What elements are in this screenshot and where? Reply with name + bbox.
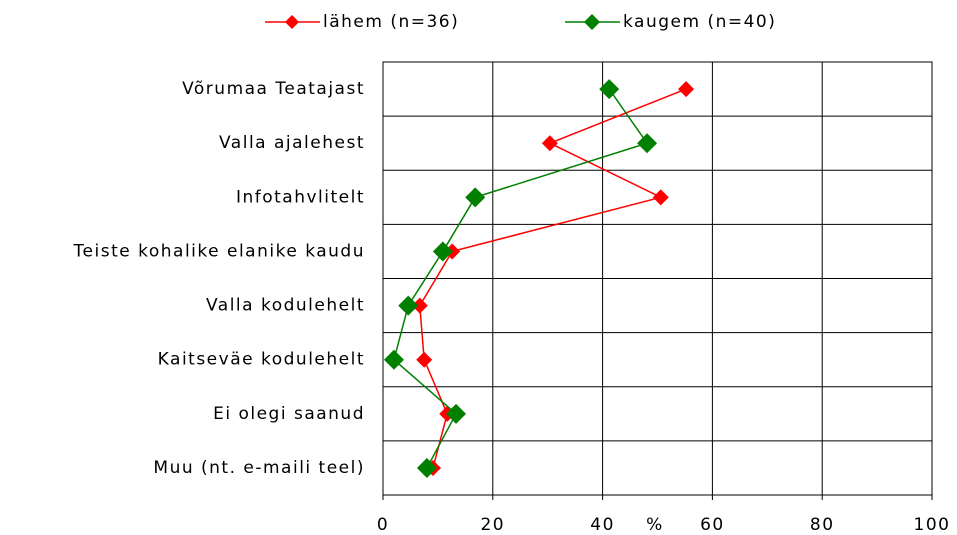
x-tick-label: 0 — [377, 515, 389, 535]
marker — [652, 189, 669, 206]
x-tick-label: 80 — [810, 515, 835, 535]
marker — [416, 351, 433, 368]
x-axis-label: % — [646, 515, 664, 535]
legend-label: lähem (n=36) — [323, 12, 459, 32]
x-tick-label: 40 — [590, 515, 615, 535]
marker — [411, 297, 428, 314]
plot-frame — [382, 61, 933, 496]
y-tick-label: Ei olegi saanud — [213, 404, 365, 424]
marker — [432, 241, 453, 262]
x-tick-label: 100 — [914, 515, 951, 535]
marker — [416, 457, 437, 478]
marker — [599, 79, 620, 100]
marker — [398, 295, 419, 316]
y-tick-label: Muu (nt. e-maili teel) — [153, 458, 365, 478]
y-tick-label: Valla kodulehelt — [206, 296, 365, 316]
series-line — [419, 88, 687, 469]
series-line — [393, 88, 649, 469]
x-tick-label: 60 — [700, 515, 725, 535]
marker — [541, 135, 558, 152]
y-tick-label: Infotahvlitelt — [236, 187, 365, 207]
marker — [446, 403, 467, 424]
legend-label: kaugem (n=40) — [623, 12, 776, 32]
marker — [678, 81, 695, 98]
y-tick-label: Kaitseväe kodulehelt — [158, 350, 365, 370]
legend-marker — [285, 15, 299, 29]
x-tick-label: 20 — [480, 515, 505, 535]
y-tick-label: Valla ajalehest — [219, 133, 365, 153]
legend-marker — [584, 14, 600, 30]
marker — [383, 349, 404, 370]
y-tick-label: Võrumaa Teatajast — [182, 79, 365, 99]
y-tick-label: Teiste kohalike elanike kaudu — [73, 241, 365, 261]
marker — [637, 133, 658, 154]
marker — [465, 187, 486, 208]
